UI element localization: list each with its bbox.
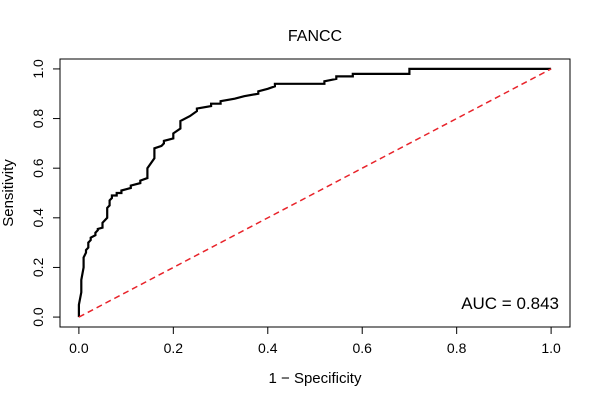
auc-annotation: AUC = 0.843 — [461, 294, 559, 313]
x-tick-label: 0.6 — [352, 340, 372, 356]
x-axis-title: 1 − Specificity — [269, 370, 362, 387]
x-tick-label: 0.4 — [258, 340, 278, 356]
y-tick-label: 0.6 — [30, 158, 46, 178]
x-tick-label: 0.0 — [69, 340, 89, 356]
series-layer — [77, 67, 552, 318]
y-tick-label: 0.8 — [30, 109, 46, 129]
y-axis: 0.0 0.2 0.4 0.6 0.8 1.0 — [30, 59, 61, 327]
x-tick-label: 0.2 — [164, 340, 184, 356]
roc-curve — [77, 67, 552, 318]
reference-diagonal-line — [78, 68, 552, 318]
y-axis-title: Sensitivity — [0, 159, 17, 227]
x-axis: 0.0 0.2 0.4 0.6 0.8 1.0 — [69, 326, 561, 356]
x-tick-label: 1.0 — [541, 340, 561, 356]
y-tick-label: 1.0 — [30, 59, 46, 79]
y-tick-label: 0.2 — [30, 258, 46, 278]
y-tick-label: 0.4 — [30, 208, 46, 228]
y-tick-label: 0.0 — [30, 307, 46, 327]
x-tick-label: 0.8 — [447, 340, 467, 356]
chart-title: FANCC — [288, 28, 342, 45]
